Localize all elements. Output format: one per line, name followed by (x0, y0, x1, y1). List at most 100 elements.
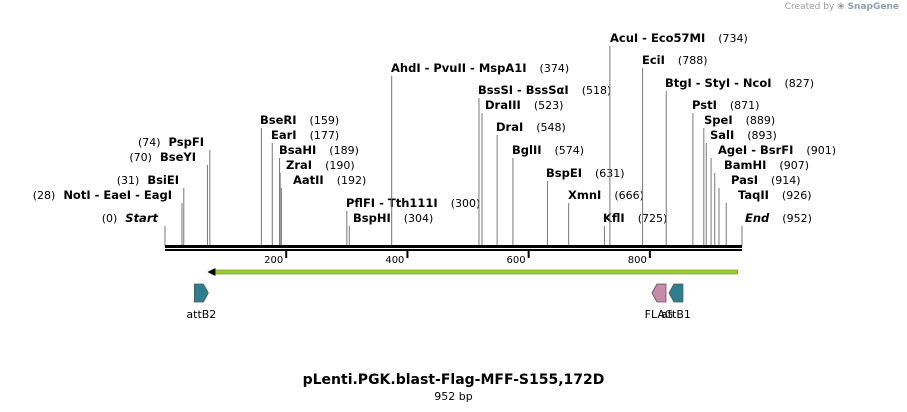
site-name[interactable]: SalI (710, 128, 734, 142)
site-zrai[interactable]: ZraI (190) (286, 158, 355, 172)
site-name[interactable]: AhdI - PvuII - MspA1I (391, 61, 527, 75)
feature-attb1[interactable]: attB1 (661, 283, 691, 321)
site-end[interactable]: End (952) (745, 211, 812, 225)
site-name[interactable]: BspHI (353, 211, 391, 225)
site-bamhi[interactable]: BamHI (907) (724, 158, 809, 172)
site-name[interactable]: EarI (271, 128, 297, 142)
site-draiii[interactable]: DraIII (523) (485, 98, 563, 112)
site-position: (177) (310, 129, 340, 142)
site-taqii[interactable]: TaqII (926) (738, 188, 812, 202)
site-bseyi[interactable]: BseYI (70) (129, 150, 196, 164)
site-name[interactable]: TaqII (738, 188, 769, 202)
site-position: (190) (325, 159, 355, 172)
map-title: pLenti.PGK.blast-Flag-MFF-S155,172D (302, 372, 605, 388)
feature-flag[interactable]: FLAG (645, 283, 674, 321)
site-aatii[interactable]: AatII (192) (293, 173, 366, 187)
site-bsphi[interactable]: BspHI (304) (353, 211, 433, 225)
site-name[interactable]: BamHI (724, 158, 766, 172)
site-position: (574) (555, 144, 585, 157)
site-noti[interactable]: NotI - EaeI - EagI (28) (33, 188, 172, 202)
site-position: (31) (117, 174, 140, 187)
ruler-ticks: 200 400 600 800 (264, 250, 651, 266)
site-ecii[interactable]: EciI (788) (642, 53, 708, 67)
restriction-sites-layer: Start(0)NotI - EaeI - EagI(28)BsiEI(31)B… (33, 31, 836, 246)
site-pflfi[interactable]: PflFI - Tth111I (300) (346, 196, 480, 210)
orf-arrowhead-icon (207, 268, 216, 276)
site-position: (523) (534, 99, 564, 112)
site-position: (889) (746, 114, 776, 127)
site-bglii[interactable]: BglII (574) (512, 143, 584, 157)
site-name[interactable]: BseYI (160, 150, 196, 164)
site-position: (666) (614, 189, 644, 202)
site-ahdi[interactable]: AhdI - PvuII - MspA1I (374) (391, 61, 569, 75)
site-name[interactable]: XmnI (568, 188, 601, 202)
site-name[interactable]: AgeI - BsrFI (718, 143, 793, 157)
site-position: (926) (782, 189, 812, 202)
site-drai[interactable]: DraI (548) (496, 120, 566, 134)
site-name[interactable]: EciI (642, 53, 665, 67)
site-bsahi[interactable]: BsaHI (189) (279, 143, 359, 157)
site-spei[interactable]: SpeI (889) (704, 113, 775, 127)
site-name[interactable]: PasI (731, 173, 758, 187)
site-name[interactable]: BsaHI (279, 143, 316, 157)
ruler-tick-label: 800 (628, 255, 647, 266)
orf-bar[interactable] (211, 269, 739, 275)
site-name[interactable]: ZraI (286, 158, 312, 172)
site-name[interactable]: AcuI - Eco57MI (610, 31, 705, 45)
site-position: (788) (678, 54, 708, 67)
site-agei[interactable]: AgeI - BsrFI (901) (718, 143, 836, 157)
credit-prefix: Created by (784, 2, 835, 12)
sequence-backbone (165, 245, 742, 251)
feature-arrow-icon[interactable] (668, 283, 684, 303)
site-name[interactable]: BssSI - BssSαI (478, 83, 569, 97)
site-name[interactable]: BglII (512, 143, 542, 157)
site-name[interactable]: SpeI (704, 113, 733, 127)
site-acui[interactable]: AcuI - Eco57MI (734) (610, 31, 748, 45)
site-bseri[interactable]: BseRI (159) (260, 113, 339, 127)
site-position: (907) (779, 159, 809, 172)
site-position: (734) (718, 32, 748, 45)
feature-label: FLAG (645, 308, 674, 321)
feature-label: attB2 (186, 308, 216, 321)
site-start[interactable]: Start (0) (102, 211, 159, 225)
site-position: (159) (310, 114, 340, 127)
site-name[interactable]: DraIII (485, 98, 521, 112)
site-name[interactable]: NotI - EaeI - EagI (63, 188, 172, 202)
snapgene-logo-icon: ❀ (837, 2, 845, 12)
orf-layer (207, 268, 739, 276)
site-bsiei[interactable]: BsiEI (31) (117, 173, 179, 187)
site-name[interactable]: PspFI (169, 135, 204, 149)
site-btgi[interactable]: BtgI - StyI - NcoI (827) (665, 76, 814, 90)
site-name[interactable]: End (745, 211, 770, 225)
site-name[interactable]: BtgI - StyI - NcoI (665, 76, 772, 90)
site-bsssi[interactable]: BssSI - BssSαI (518) (478, 83, 611, 97)
feature-arrow-icon[interactable] (193, 283, 209, 303)
feature-arrow-icon[interactable] (651, 283, 667, 303)
site-xmni[interactable]: XmnI (666) (568, 188, 644, 202)
site-name[interactable]: KflI (603, 211, 625, 225)
site-position: (300) (451, 197, 481, 210)
site-name[interactable]: BsiEI (147, 173, 179, 187)
site-position: (827) (785, 77, 815, 90)
site-position: (901) (806, 144, 836, 157)
site-position: (0) (102, 212, 118, 225)
site-name[interactable]: Start (125, 211, 158, 225)
site-bspei[interactable]: BspEI (631) (546, 166, 625, 180)
feature-attb2[interactable]: attB2 (186, 283, 216, 321)
site-name[interactable]: BspEI (546, 166, 582, 180)
site-eari[interactable]: EarI (177) (271, 128, 339, 142)
site-pspfi[interactable]: PspFI (74) (138, 135, 204, 149)
site-name[interactable]: PstI (692, 98, 717, 112)
site-position: (518) (582, 84, 612, 97)
site-sali[interactable]: SalI (893) (710, 128, 777, 142)
site-name[interactable]: AatII (293, 173, 324, 187)
site-name[interactable]: BseRI (260, 113, 297, 127)
feature-label: attB1 (661, 308, 691, 321)
site-kfli[interactable]: KflI (725) (603, 211, 667, 225)
site-position: (871) (730, 99, 760, 112)
site-psti[interactable]: PstI (871) (692, 98, 759, 112)
site-position: (374) (540, 62, 570, 75)
site-name[interactable]: DraI (496, 120, 523, 134)
site-pasi[interactable]: PasI (914) (731, 173, 801, 187)
